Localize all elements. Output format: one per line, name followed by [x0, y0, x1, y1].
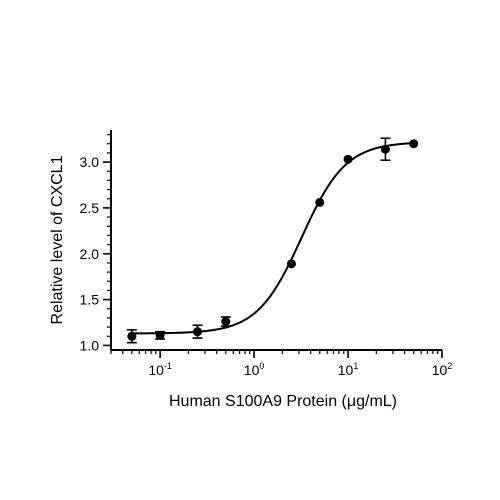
data-point [286, 259, 296, 269]
data-point [409, 139, 419, 149]
plot-area [126, 137, 419, 344]
x-axis: 10-1 100 101 102 [110, 349, 453, 378]
x-tick-label: 100 [244, 361, 265, 378]
data-point [343, 154, 353, 164]
x-tick-label: 101 [338, 361, 359, 378]
y-tick-label: 2.5 [80, 200, 100, 216]
y-tick-label: 1.0 [80, 337, 100, 353]
x-tick-label: 102 [432, 361, 453, 378]
y-tick-label: 2.0 [80, 246, 100, 262]
data-point [221, 317, 231, 327]
data-point [315, 197, 325, 207]
y-axis: 1.0 1.5 2.0 2.5 3.0 [80, 130, 112, 353]
x-tick-label: 10-1 [148, 361, 172, 378]
y-tick-label: 3.0 [80, 154, 100, 170]
data-point [380, 144, 390, 154]
y-tick-label: 1.5 [80, 292, 100, 308]
fit-curve [131, 142, 414, 335]
data-point [127, 331, 137, 341]
data-point [155, 330, 165, 340]
x-axis-title: Human S100A9 Protein (μg/mL) [169, 393, 397, 410]
y-axis-title: Relative level of CXCL1 [49, 155, 66, 324]
data-point [193, 327, 203, 337]
